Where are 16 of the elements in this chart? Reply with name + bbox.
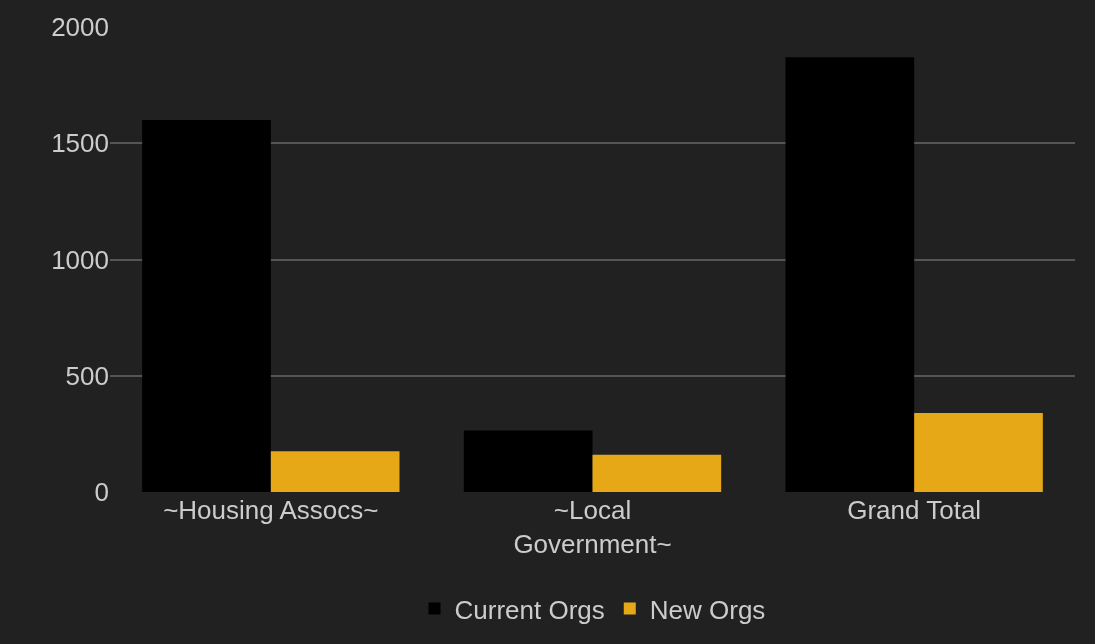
- bar: [270, 451, 400, 492]
- y-tick-label: 0: [94, 477, 109, 508]
- bar: [142, 120, 271, 492]
- legend-label: New Orgs: [649, 594, 766, 625]
- x-tick-label: Grand Total: [847, 495, 982, 525]
- y-tick-label: 2000: [51, 12, 109, 43]
- bar: [592, 454, 722, 492]
- y-tick-label: 500: [65, 360, 109, 391]
- x-tick-label: ~Local Government~: [513, 495, 672, 559]
- y-tick-label: 1500: [51, 128, 109, 159]
- legend-label: Current Orgs: [454, 594, 605, 625]
- bar: [914, 412, 1043, 492]
- bar: [463, 430, 593, 492]
- y-tick-label: 1000: [51, 244, 109, 275]
- x-tick-label: ~Housing Assocs~: [163, 495, 379, 525]
- bar: [785, 57, 915, 492]
